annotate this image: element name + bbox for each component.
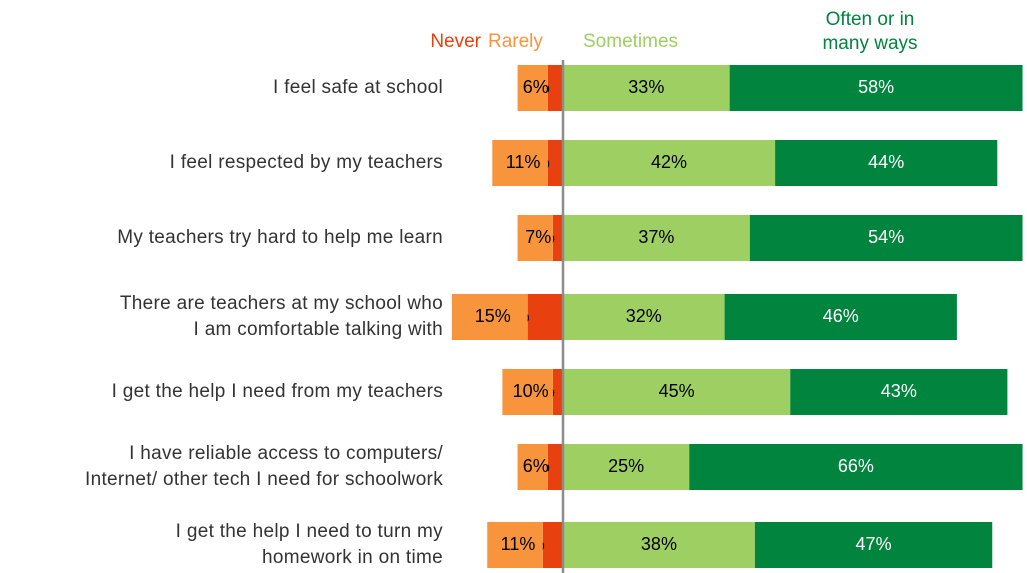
data-label: 46% [823, 306, 859, 326]
data-label: 32% [626, 306, 662, 326]
data-label: 33% [628, 77, 664, 97]
bar-segment [552, 369, 563, 415]
category-label: I feel respected by my teachers [170, 152, 443, 173]
bar-segment [492, 140, 548, 186]
data-label: 11% [506, 152, 541, 172]
bar-segment [790, 369, 1008, 415]
bar-segment [749, 215, 1023, 261]
data-label: 58% [858, 77, 894, 97]
bar-segment [689, 444, 1023, 490]
data-label: 45% [659, 381, 695, 401]
bar-segment [542, 522, 563, 568]
bar-segment [754, 522, 993, 568]
data-label: 42% [651, 152, 687, 172]
bar-segment [563, 369, 791, 415]
data-label: 6% [523, 456, 549, 476]
bar-segment [563, 522, 755, 568]
category-label: I have reliable access to computers/Inte… [85, 443, 443, 490]
data-label: 10% [513, 381, 549, 401]
bar-segment [517, 444, 548, 490]
data-label: 37% [638, 227, 674, 247]
category-label: I get the help I need from my teachers [112, 381, 443, 402]
data-label: 54% [868, 227, 904, 247]
bar-segment [502, 369, 553, 415]
data-label: 11% [501, 534, 536, 554]
data-label: 43% [881, 381, 917, 401]
bar-segment [517, 65, 548, 111]
category-label: My teachers try hard to help me learn [117, 227, 443, 248]
data-label: 15% [475, 306, 511, 326]
category-label: I get the help I need to turn my homework… [176, 521, 444, 568]
category-label: I feel safe at school [273, 77, 443, 98]
bar-segment [724, 294, 957, 340]
bar-segment [775, 140, 998, 186]
bar-segment [547, 140, 563, 186]
legend-label: Often or in many ways [822, 9, 917, 54]
bar-segment [563, 294, 725, 340]
bar-segment [547, 65, 563, 111]
legend-label: Rarely [488, 31, 543, 52]
legend-label: Sometimes [583, 31, 678, 52]
bar-segment [552, 215, 563, 261]
category-label: There are teachers at my school who I am … [120, 293, 443, 340]
bar-segment [729, 65, 1023, 111]
data-label: 25% [608, 456, 644, 476]
bar-segment [517, 215, 553, 261]
bar-segment [451, 294, 528, 340]
data-label: 6% [523, 77, 549, 97]
bar-segment [563, 444, 690, 490]
data-label: 7% [525, 227, 551, 247]
data-label: 44% [868, 152, 904, 172]
data-label: 38% [641, 534, 677, 554]
legend-label: Never [430, 31, 481, 52]
bar-segment [563, 140, 776, 186]
bar-segment [547, 444, 563, 490]
data-label: 47% [856, 534, 892, 554]
data-label: 66% [838, 456, 874, 476]
bar-segment [527, 294, 563, 340]
bar-segment [563, 215, 750, 261]
bar-segment [563, 65, 730, 111]
bar-segment [487, 522, 543, 568]
